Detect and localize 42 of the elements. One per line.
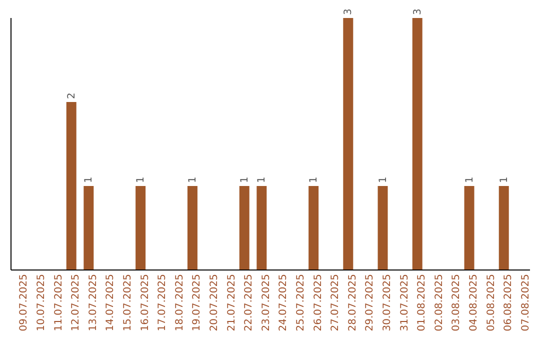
data-label: 1 [239,176,250,183]
x-tick-label: 17.07.2025 [157,274,168,332]
x-tick-label: 10.07.2025 [36,274,48,332]
x-tick-label: 11.07.2025 [53,274,64,332]
data-label: 3 [412,8,424,15]
data-label: 1 [378,176,389,183]
x-tick-label: 15.07.2025 [122,274,134,332]
x-tick-label: 06.08.2025 [503,274,514,332]
x-tick-label: 16.07.2025 [140,274,151,332]
x-tick-label: 18.07.2025 [174,274,186,332]
x-tick-label: 19.07.2025 [192,274,203,332]
x-tick-label: 21.07.2025 [226,274,238,332]
data-label: 1 [498,176,510,183]
x-tick-label: 27.07.2025 [330,274,342,332]
x-tick-label: 29.07.2025 [364,274,376,332]
x-tick-label: 22.07.2025 [244,274,255,332]
x-tick-label: 20.07.2025 [209,274,220,332]
data-label: 1 [84,176,95,183]
data-label: 1 [136,176,147,183]
x-tick-label: 01.08.2025 [416,274,428,332]
x-tick-label: 09.07.2025 [18,274,30,332]
x-tick-label: 03.08.2025 [451,274,462,332]
x-tick-label: 05.08.2025 [486,274,497,332]
x-tick-label: 24.07.2025 [278,274,290,332]
data-label: 1 [256,176,268,183]
data-label: 1 [464,176,476,183]
x-tick-label: 13.07.2025 [88,274,99,332]
data-label: 2 [66,92,78,99]
x-tick-label: 04.08.2025 [468,274,480,332]
data-label: 1 [187,176,198,183]
data-label: 1 [308,176,320,183]
x-tick-label: 07.08.2025 [520,274,532,332]
data-label: 3 [343,8,354,15]
x-tick-label: 30.07.2025 [382,274,394,332]
x-tick-label: 28.07.2025 [347,274,358,332]
x-tick-label: 12.07.2025 [70,274,82,332]
x-tick-label: 14.07.2025 [105,274,116,332]
x-tick-label: 31.07.2025 [399,274,410,332]
x-tick-label: 02.08.2025 [434,274,445,332]
x-tick-label: 25.07.2025 [296,274,307,332]
x-tick-label: 26.07.2025 [312,274,324,332]
x-tick-label: 23.07.2025 [260,274,272,332]
